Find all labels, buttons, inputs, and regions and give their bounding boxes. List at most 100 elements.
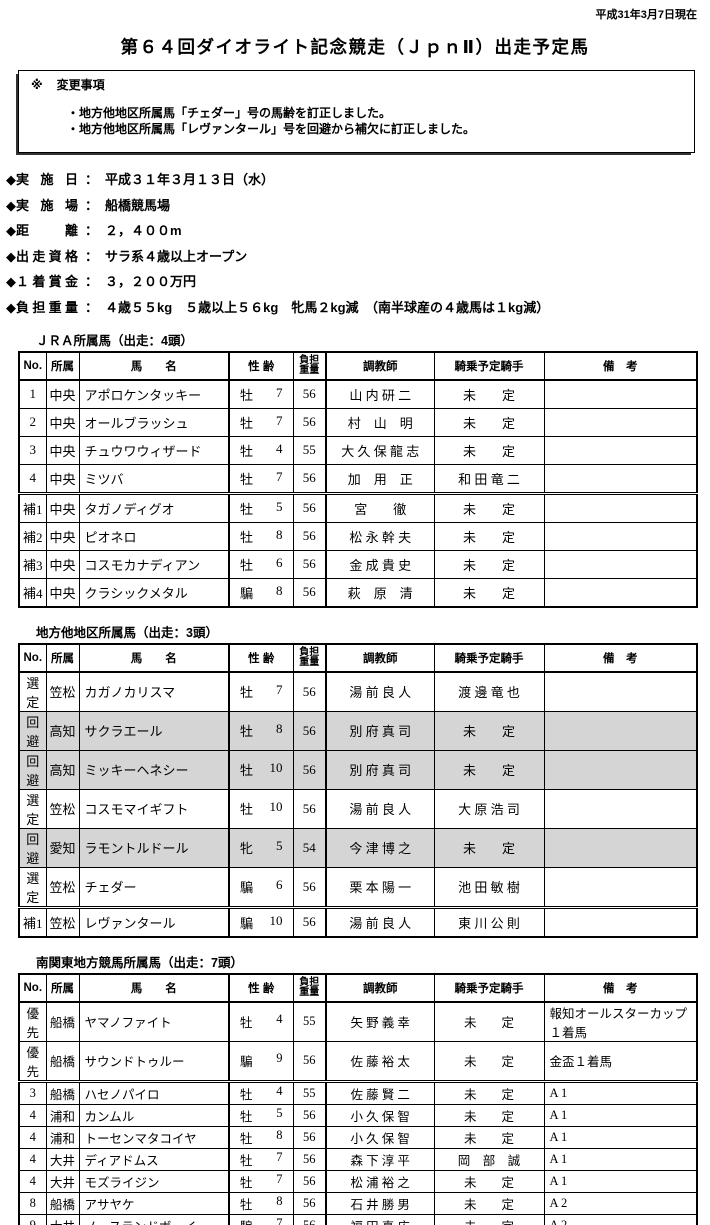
cell-note [543,379,698,409]
cell-jockey: 未 定 [433,1079,545,1105]
race-info-colon: ： [85,274,99,290]
cell-no: 補2 [18,521,47,551]
cell-no: 優先 [18,1001,47,1042]
cell-horse-name: カンムル [78,1103,230,1127]
cell-no: 補3 [18,549,47,579]
cell-note: 金盃１着馬 [543,1040,698,1082]
race-info-label: 実施日 [16,172,78,188]
cell-jockey: 未 定 [433,1213,545,1225]
diamond-bullet-icon: ◆ [6,274,16,290]
race-info-value: ４歳５５kg ５歳以上５６kg 牝馬２kg減 （南半球産の４歳馬は１kg減） [105,299,550,315]
cell-affiliation: 笠松 [45,905,80,938]
cell-weight: 56 [292,491,327,523]
cell-note [543,491,698,523]
race-info-line: ◆出走資格 ： サラ系４歳以上オープン [6,246,710,265]
col-horse-name: 馬 名 [78,973,230,1003]
cell-note [543,549,698,579]
cell-horse-name: ミツバ [78,463,230,494]
cell-jockey: 岡 部 誠 [433,1147,545,1171]
section-label: 地方他地区所属馬（出走：3頭） [36,625,218,640]
cell-trainer: 森 下 淳 平 [325,1147,435,1171]
col-affiliation: 所属 [45,643,80,673]
cell-affiliation: 大井 [45,1213,80,1225]
cell-jockey: 東 川 公 則 [433,905,545,938]
cell-horse-name: アポロケンタッキー [78,379,230,409]
cell-note: A 1 [543,1169,698,1193]
col-trainer: 調教師 [325,351,435,381]
page-title: 第６４回ダイオライト記念競走（ＪｐｎⅡ）出走予定馬 [120,37,590,57]
cell-trainer: 山 内 研 二 [325,379,435,409]
cell-no: 4 [18,463,47,494]
race-info-label: 出走資格 [16,248,78,264]
header-row: No. 所属 馬 名 性 齢 負担 重量 調教師 騎乗予定騎手 備 考 [18,973,698,1003]
cell-affiliation: 船橋 [45,1040,80,1082]
race-info-colon: ： [85,172,99,188]
cell-trainer: 松 浦 裕 之 [325,1169,435,1193]
change-notice-heading: ※ 変更事項 [31,76,686,93]
cell-horse-name: オールブラッシュ [78,407,230,437]
col-affiliation: 所属 [45,351,80,381]
cell-affiliation: 大井 [45,1147,80,1171]
cell-horse-name: サクラエール [78,710,230,751]
cell-no: 補4 [18,577,47,608]
cell-sex-age: 牡 10 [228,749,294,790]
race-info-line: ◆実施日 ： 平成３１年３月１３日（水） [6,169,710,188]
cell-note [543,521,698,551]
cell-weight: 56 [292,1213,327,1225]
header-row: No. 所属 馬 名 性 齢 負担 重量 調教師 騎乗予定騎手 備 考 [18,643,698,673]
cell-trainer: 別 府 真 司 [325,710,435,751]
col-affiliation: 所属 [45,973,80,1003]
change-notice-box: ※ 変更事項 ・地方他地区所属馬「チェダー」号の馬齢を訂正しました。 ・地方他地区所… [18,70,695,154]
cell-weight: 56 [292,1147,327,1171]
race-info-line: ◆距離 ： ２，４００m [6,220,710,239]
col-note: 備 考 [543,973,698,1003]
col-sex-age: 性 齢 [228,973,294,1003]
cell-note: 報知オールスターカップ１着馬 [543,1001,698,1042]
horses-table: No. 所属 馬 名 性 齢 負担 重量 調教師 騎乗予定騎手 備 考 優先 [18,972,698,1225]
race-info-colon: ： [85,299,99,315]
cell-horse-name: ノースランドボーイ [78,1213,230,1225]
cell-note [543,710,698,751]
cell-affiliation: 笠松 [45,671,80,712]
cell-note: A 1 [543,1079,698,1105]
col-no: No. [18,643,47,673]
cell-weight: 56 [292,1125,327,1149]
cell-note [543,788,698,829]
cell-jockey: 未 定 [433,710,545,751]
cell-jockey: 池 田 敏 樹 [433,866,545,908]
cell-trainer: 別 府 真 司 [325,749,435,790]
cell-note [543,905,698,938]
cell-jockey: 未 定 [433,521,545,551]
cell-weight: 55 [292,435,327,465]
cell-note [543,827,698,868]
col-trainer: 調教師 [325,643,435,673]
cell-trainer: 宮 徹 [325,491,435,523]
col-weight: 負担 重量 [292,973,327,1003]
cell-weight: 56 [292,749,327,790]
race-info-line: ◆実施場 ： 船橋競馬場 [6,195,710,214]
race-info-value: 船橋競馬場 [105,197,171,213]
cell-jockey: 未 定 [433,1191,545,1215]
cell-no: 回避 [18,710,47,751]
cell-trainer: 佐 藤 賢 二 [325,1079,435,1105]
cell-sex-age: 騙7 [228,1213,294,1225]
cell-no: 選定 [18,788,47,829]
race-info-line: ◆１着賞金 ： ３，２００万円 [6,271,710,290]
diamond-bullet-icon: ◆ [6,248,16,264]
cell-weight: 56 [292,549,327,579]
col-no: No. [18,351,47,381]
cell-no: 3 [18,1079,47,1105]
